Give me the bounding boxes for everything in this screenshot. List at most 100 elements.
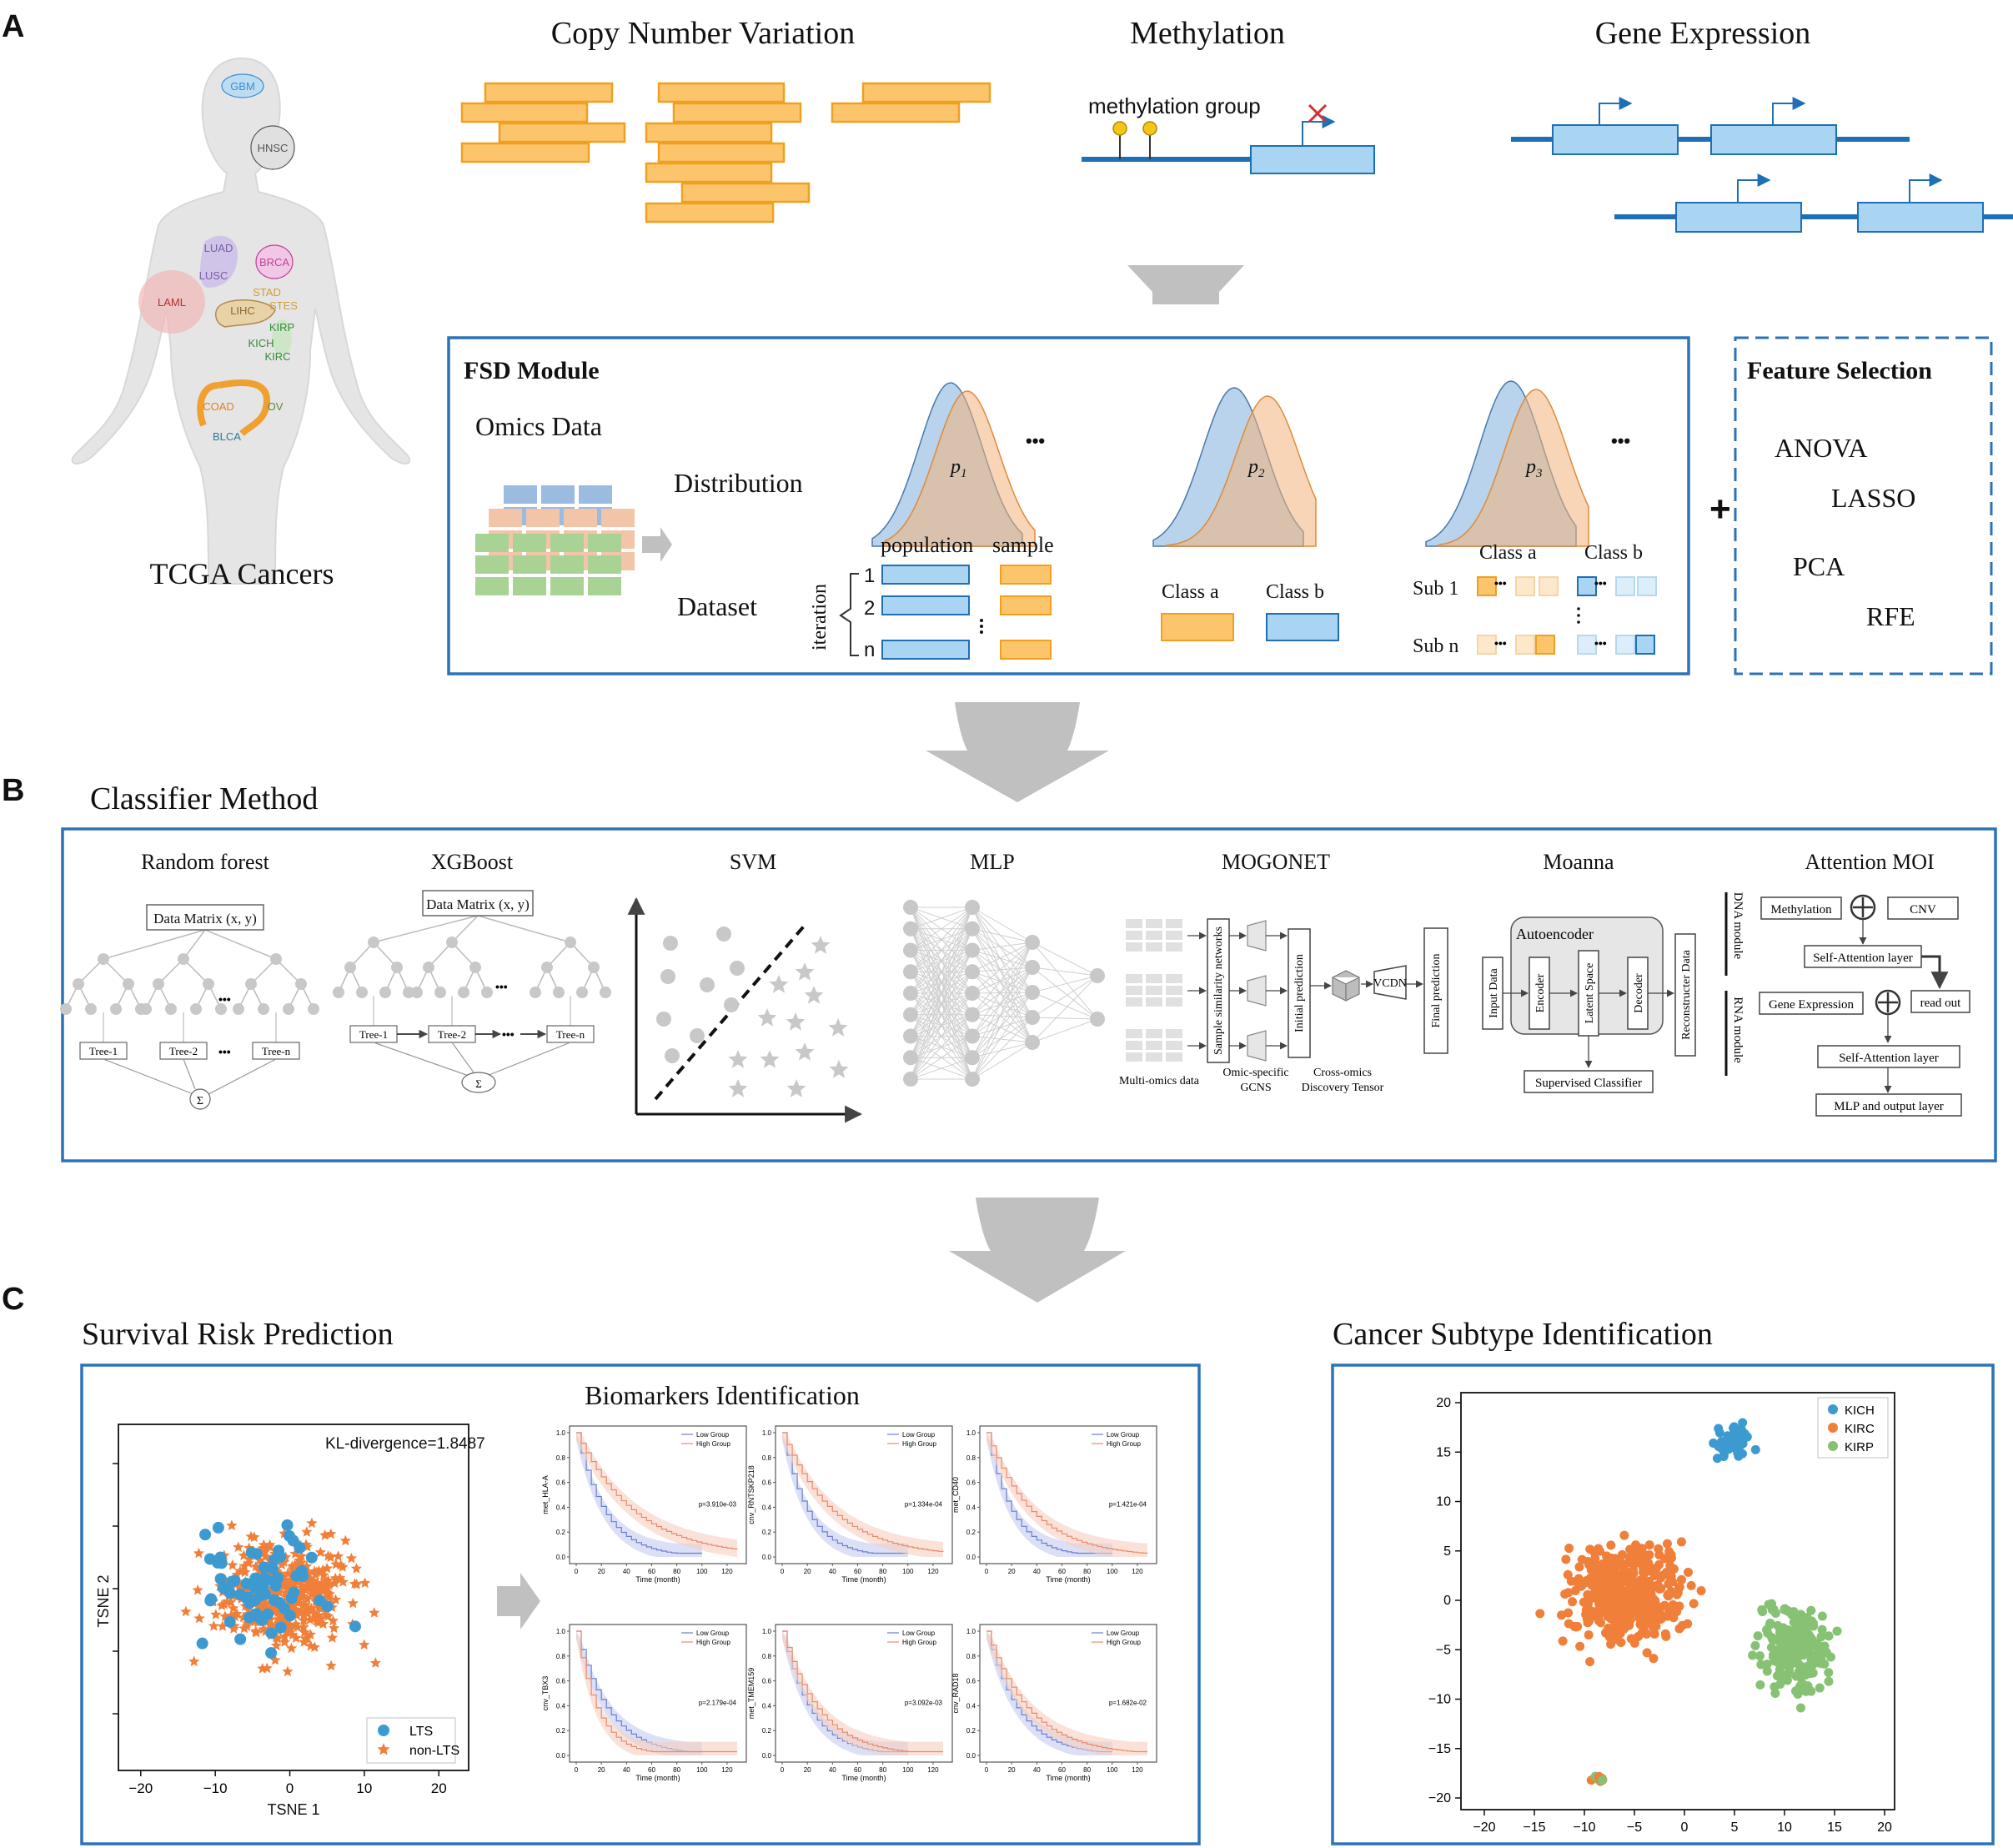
mlp-edge <box>1032 942 1098 1020</box>
xgb-tree-c-node <box>530 987 541 998</box>
sub-vdot <box>1577 607 1580 610</box>
rf-tree-a-node <box>60 1003 72 1015</box>
dist-curve-orange-1 <box>884 390 1036 547</box>
mlp-node-3-0 <box>1090 968 1105 983</box>
km-xtick-label: 120 <box>927 1568 939 1575</box>
xgb-tree-b-node <box>434 987 446 998</box>
km-xtick-label: 20 <box>1008 1766 1016 1774</box>
tsne-lts-point <box>204 1594 217 1607</box>
subsample-cells: ••• ••• ••• ••• <box>1477 576 1657 655</box>
tsne-nonlts-point <box>304 1629 316 1640</box>
cnv-segment-2 <box>460 102 589 123</box>
subtype-kirp-point <box>1814 1651 1824 1661</box>
svm-circle-9 <box>665 1048 680 1063</box>
rf-tree-c-edge <box>275 958 302 985</box>
cnv-segment-13 <box>831 102 961 123</box>
organ-laml-label: LAML <box>158 296 186 309</box>
tsne-nonlts-point <box>228 1602 239 1614</box>
subtype-kirc-point <box>1622 1619 1632 1629</box>
tsne-xtick-label: −10 <box>203 1780 228 1796</box>
sub-vdot <box>1577 614 1580 617</box>
km-xtick-label: 100 <box>902 1766 914 1774</box>
mlp-node-1-1 <box>965 921 980 937</box>
km-ytick-label: 0.6 <box>966 1678 976 1685</box>
tsne-lts-point <box>248 1581 261 1594</box>
sub-cell-10 <box>1515 635 1535 655</box>
rf-tree-b-node <box>178 953 189 965</box>
km-low-curve <box>782 1432 908 1554</box>
svm-circle-5 <box>730 961 745 976</box>
subtype-kirp-point <box>1770 1682 1780 1692</box>
class-b-bar <box>1266 613 1339 641</box>
subtype-kirc-point <box>1683 1619 1693 1629</box>
km-high-band <box>986 1631 1147 1755</box>
tsne-nonlts-point <box>329 1572 341 1584</box>
km-high-band <box>576 1433 737 1557</box>
rf-tree-b-node <box>215 1003 227 1015</box>
tsne-nonlts-point <box>347 1597 359 1609</box>
km-xtick-label: 120 <box>927 1766 939 1774</box>
omics-cell-green <box>550 577 584 595</box>
tsne-nonlts-point <box>260 1598 272 1609</box>
mogonet-omics-cell <box>1146 986 1162 995</box>
tsne-lts-point <box>228 1574 241 1587</box>
km-plot-4: 0.0 0.2 0.4 0.6 0.8 1.0 0 20 40 60 80 100 120 Time (m… <box>541 1624 747 1782</box>
mlp-node-1-0 <box>965 900 980 915</box>
mogonet-omics-cell <box>1166 931 1182 940</box>
subtype-kich-point <box>1738 1418 1748 1428</box>
svm-circle-7 <box>656 1012 671 1027</box>
rf-tree-c-node <box>283 1003 294 1015</box>
km-ylabel: cnv_RAD18 <box>951 1673 960 1713</box>
tsne-nonlts-point <box>332 1550 344 1561</box>
population-bar-1 <box>881 565 970 585</box>
mogonet-ssn: Sample similarity networks <box>1212 927 1225 1055</box>
plus-sign: + <box>1709 489 1731 530</box>
sub-cell-11 <box>1535 635 1555 655</box>
tsne-nonlts-point <box>243 1553 255 1564</box>
km-low-band <box>986 1433 1112 1557</box>
km-xtick-label: 0 <box>985 1766 989 1774</box>
panel-b-title: Classifier Method <box>90 781 318 816</box>
ellipsis-2: ••• <box>1611 430 1630 451</box>
fs-pca: PCA <box>1793 551 1845 581</box>
tsne-nonlts-point <box>264 1619 276 1630</box>
xgb-tree-a-node <box>391 962 403 973</box>
mogonet-multi: Multi-omics data <box>1119 1075 1200 1087</box>
organ-luad-label: LUAD <box>204 242 233 254</box>
dataset-label: Dataset <box>677 591 757 621</box>
subtype-kirp-point <box>1815 1683 1825 1693</box>
subtype-xtick-label: 15 <box>1827 1820 1842 1835</box>
lung-blob <box>200 235 238 288</box>
sub-cell-3 <box>1515 576 1535 596</box>
omics-cell-green <box>588 534 621 552</box>
methyl-lollipop-1 <box>1112 121 1127 136</box>
km-pvalue: p=1.682e-02 <box>1109 1700 1147 1707</box>
tsne-ticks: −20 −10 0 10 20 <box>113 1463 447 1796</box>
svm-circle-8 <box>690 1028 705 1043</box>
km-ytick-label: 0.4 <box>556 1702 566 1710</box>
rf-sum-node <box>189 1088 211 1110</box>
tsne-lts-point <box>314 1594 326 1607</box>
mogonet-omics-cell <box>1126 1052 1142 1062</box>
subtype-kirp-point <box>1795 1703 1805 1713</box>
subtype-axes <box>1460 1392 1895 1810</box>
omics-cell-green <box>588 577 621 595</box>
svm-circle-4 <box>700 977 715 992</box>
fsd-title: FSD Module <box>464 357 600 384</box>
fs-lasso: LASSO <box>1831 483 1915 513</box>
subtype-xtick-label: −15 <box>1523 1820 1545 1835</box>
subtype-ytick-label: −5 <box>1436 1643 1451 1657</box>
mlp-edge <box>971 971 1033 993</box>
iteration-brace <box>839 573 859 656</box>
rf-root-edge <box>103 929 206 960</box>
tsne-xlabel: TSNE 1 <box>267 1801 319 1818</box>
subtype-kirc-point <box>1625 1544 1635 1554</box>
subtype-kirc-point <box>1594 1569 1604 1579</box>
omics-cell-peach <box>564 509 597 527</box>
mlp-edge <box>971 992 1033 1043</box>
km-low-curve <box>986 1432 1112 1554</box>
attn-gene-expression: Gene Expression <box>1769 998 1855 1012</box>
subtype-kirc-point <box>1579 1597 1589 1607</box>
km-ytick-label: 0.6 <box>762 1479 772 1487</box>
